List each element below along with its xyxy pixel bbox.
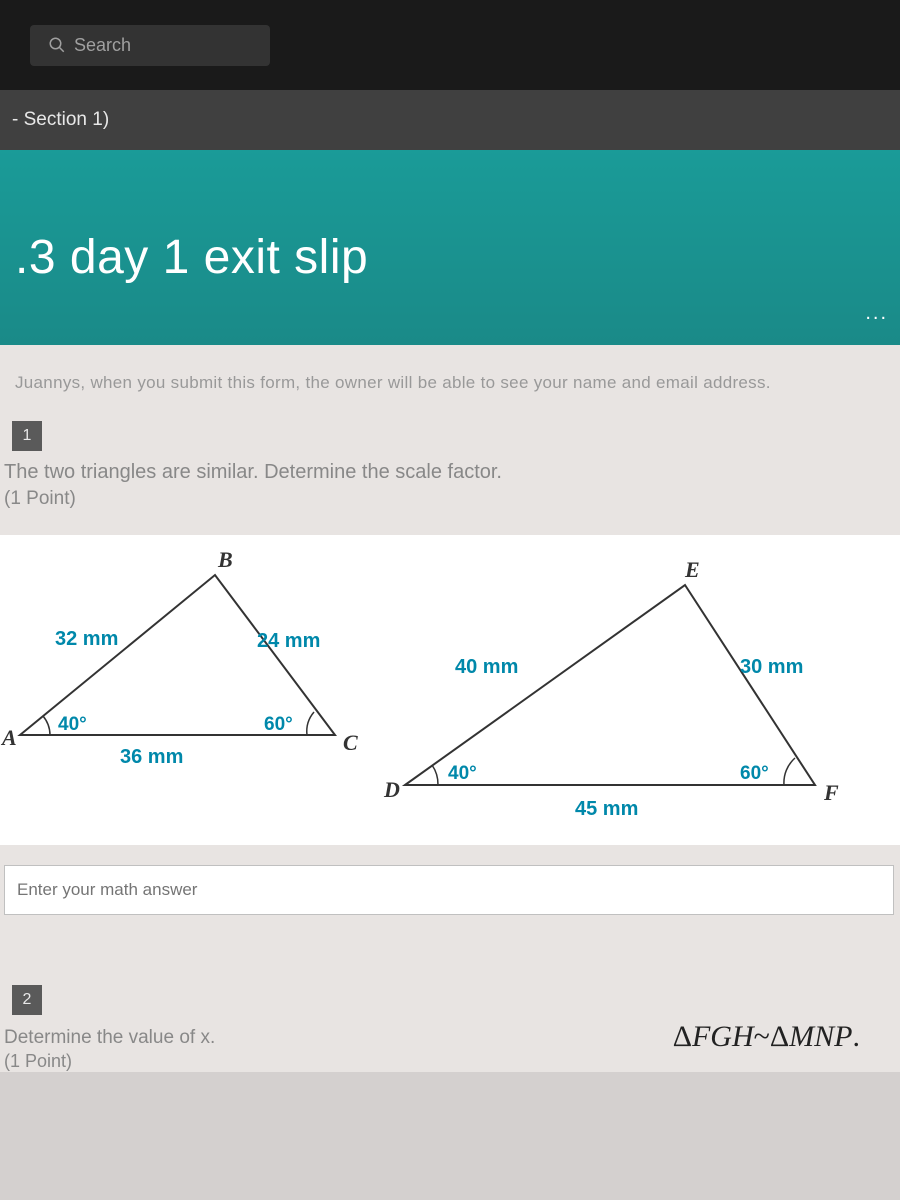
angle-c: 60°	[264, 714, 293, 735]
q1-answer-input[interactable]	[4, 865, 894, 915]
delta2: Δ	[770, 1020, 789, 1053]
question-1: 1 The two triangles are similar. Determi…	[0, 421, 900, 935]
question-2: 2 Determine the value of x. (1 Point) ΔF…	[0, 935, 900, 1072]
form-title: .3 day 1 exit slip	[15, 230, 885, 285]
form-header: .3 day 1 exit slip ...	[0, 150, 900, 345]
top-bar: Search	[0, 0, 900, 90]
q1-text: The two triangles are similar. Determine…	[0, 451, 900, 488]
search-placeholder: Search	[74, 35, 131, 56]
vertex-f: F	[823, 780, 839, 805]
angle-a: 40°	[58, 714, 87, 735]
q1-number: 1	[12, 421, 42, 451]
search-box[interactable]: Search	[30, 25, 270, 66]
vertex-b: B	[217, 547, 233, 572]
angle-f: 60°	[740, 763, 769, 784]
q2-points: (1 Point)	[0, 1051, 900, 1072]
period: .	[853, 1020, 861, 1053]
vertex-a: A	[0, 725, 17, 750]
triangles-diagram: A B C 32 mm 24 mm 36 mm 40° 60° D E F 40…	[0, 535, 900, 845]
content-area: .3 day 1 exit slip ... Juannys, when you…	[0, 150, 900, 1072]
tri-mnp: MNP	[789, 1020, 852, 1053]
tri-fgh: FGH	[692, 1020, 754, 1053]
q2-number: 2	[12, 985, 42, 1015]
side-de: 40 mm	[455, 656, 518, 678]
side-ab: 32 mm	[55, 628, 118, 650]
similar-symbol: ~	[754, 1020, 770, 1053]
more-icon[interactable]: ...	[865, 302, 888, 325]
side-df: 45 mm	[575, 798, 638, 820]
q1-points: (1 Point)	[0, 488, 900, 520]
vertex-d: D	[383, 777, 400, 802]
angle-d: 40°	[448, 763, 477, 784]
vertex-c: C	[343, 730, 358, 755]
side-bc: 24 mm	[257, 630, 320, 652]
privacy-notice: Juannys, when you submit this form, the …	[0, 345, 900, 421]
side-ac: 36 mm	[120, 746, 183, 768]
delta1: Δ	[673, 1020, 692, 1053]
section-bar: - Section 1)	[0, 90, 900, 150]
triangle-def: D E F 40 mm 30 mm 45 mm 40° 60°	[380, 545, 880, 835]
side-ef: 30 mm	[740, 656, 803, 678]
section-label: - Section 1)	[12, 109, 109, 131]
search-icon	[48, 36, 66, 54]
triangle-abc: A B C 32 mm 24 mm 36 mm 40° 60°	[0, 535, 410, 795]
similarity-formula: ΔFGH~ΔMNP.	[673, 1020, 860, 1054]
vertex-e: E	[684, 557, 700, 582]
